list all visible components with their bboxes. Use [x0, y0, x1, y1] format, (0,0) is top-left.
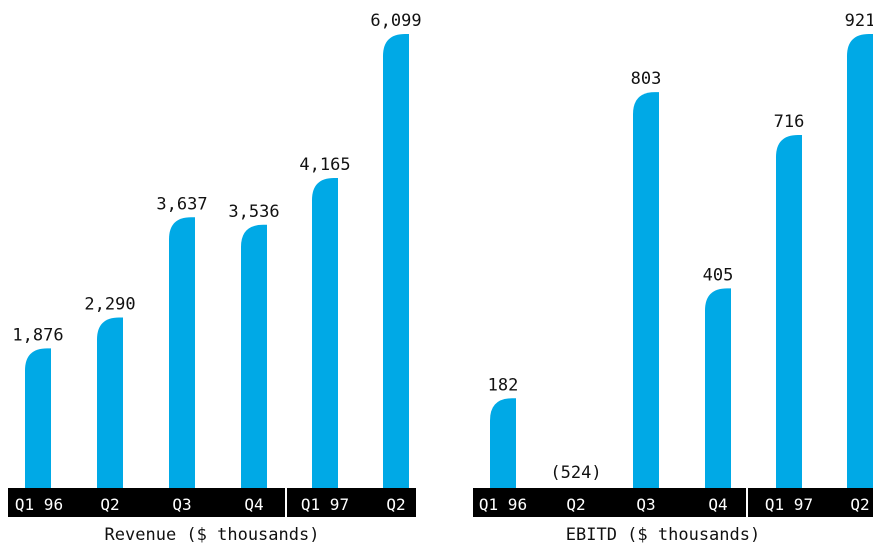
revenue-bar-2 [97, 317, 123, 488]
ebitd-value-label-3: 803 [631, 69, 662, 89]
revenue-value-label-5: 4,165 [299, 155, 350, 175]
ebitd-value-label-1: 182 [488, 375, 519, 395]
revenue-axis-band [8, 488, 416, 517]
revenue-tick-label-6: Q2 [386, 495, 405, 514]
revenue-value-label-3: 3,637 [156, 194, 207, 214]
ebitd-value-label-6: 921 [845, 11, 873, 31]
revenue-bars [25, 34, 409, 488]
revenue-tick-labels: Q1 96 Q2 Q3 Q4 Q1 97 Q2 [15, 495, 406, 514]
ebitd-tick-label-2: Q2 [566, 495, 585, 514]
ebitd-tick-label-3: Q3 [636, 495, 655, 514]
revenue-title: Revenue ($ thousands) [105, 525, 320, 544]
revenue-value-label-4: 3,536 [228, 202, 279, 222]
revenue-value-label-1: 1,876 [12, 325, 63, 345]
ebitd-bar-5 [776, 135, 802, 488]
revenue-bar-4 [241, 224, 267, 488]
ebitd-tick-labels: Q1 96 Q2 Q3 Q4 Q1 97 Q2 [479, 495, 870, 514]
ebitd-value-label-4: 405 [703, 265, 734, 285]
revenue-value-label-6: 6,099 [370, 11, 421, 31]
ebitd-tick-label-6: Q2 [850, 495, 869, 514]
revenue-tick-label-2: Q2 [100, 495, 119, 514]
revenue-tick-label-4: Q4 [244, 495, 263, 514]
ebitd-bar-4 [705, 288, 731, 488]
ebitd-value-label-5: 716 [774, 112, 805, 132]
ebitd-bars [490, 34, 873, 488]
revenue-value-labels: 1,876 2,290 3,637 3,536 4,165 6,099 [12, 11, 421, 345]
ebitd-title: EBITD ($ thousands) [566, 525, 760, 544]
revenue-bar-6 [383, 34, 409, 488]
revenue-tick-label-3: Q3 [172, 495, 191, 514]
revenue-tick-label-5: Q1 97 [301, 495, 349, 514]
ebitd-tick-label-4: Q4 [708, 495, 727, 514]
ebitd-value-labels: 182 (524) 803 405 716 921 [488, 11, 873, 483]
ebitd-bar-6 [847, 34, 873, 488]
ebitd-tick-label-1: Q1 96 [479, 495, 527, 514]
ebitd-bar-1 [490, 398, 516, 488]
revenue-bar-1 [25, 348, 51, 488]
ebitd-tick-label-5: Q1 97 [765, 495, 813, 514]
ebitd-bar-3 [633, 92, 659, 488]
ebitd-axis-band [473, 488, 873, 517]
revenue-chart: 1,876 2,290 3,637 3,536 4,165 6,099 Q1 96 Q2 Q3… [8, 11, 422, 544]
ebitd-value-label-2: (524) [550, 463, 601, 483]
revenue-bar-3 [169, 217, 195, 488]
revenue-tick-label-1: Q1 96 [15, 495, 63, 514]
revenue-bar-5 [312, 177, 338, 488]
revenue-value-label-2: 2,290 [84, 295, 135, 315]
